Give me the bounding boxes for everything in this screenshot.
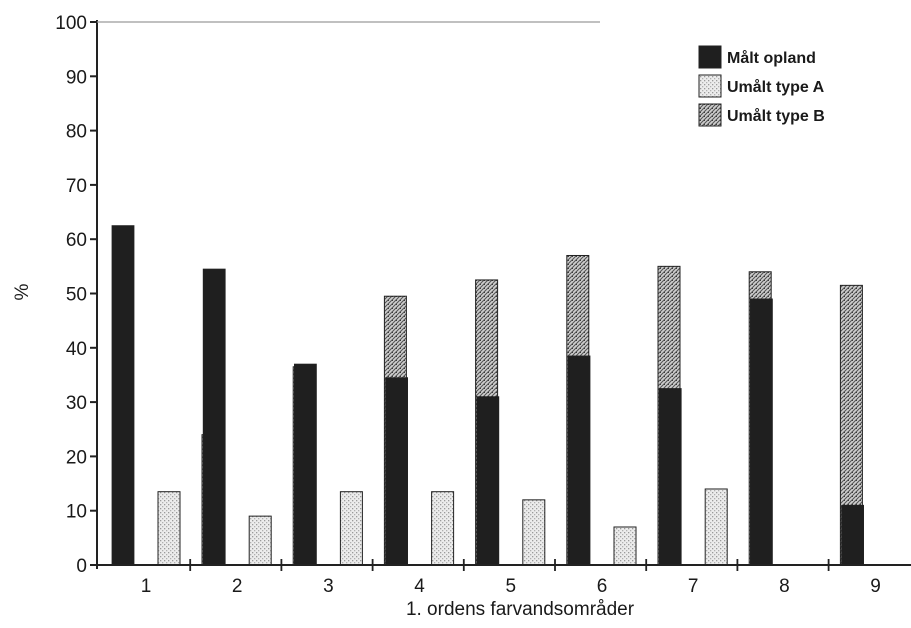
bar-um-lt-type-a-2: [248, 515, 272, 566]
y-tick-label: 60: [66, 230, 87, 251]
legend-swatch: [698, 74, 722, 98]
bar-m-lt-opland-8: [750, 298, 773, 566]
bar-m-lt-opland-2: [202, 268, 226, 566]
legend-label: Umålt type A: [727, 78, 825, 96]
x-tick-label: 8: [779, 576, 790, 597]
x-tick-label: 4: [414, 576, 425, 597]
x-tick-label: 6: [597, 576, 608, 597]
x-tick-label: 7: [688, 576, 699, 597]
y-tick-label: 70: [66, 176, 87, 197]
legend-label: Umålt type B: [727, 107, 825, 125]
x-axis-title: 1. ordens farvandsområder: [406, 599, 635, 620]
bar-um-lt-type-a-6: [613, 526, 637, 566]
bar-um-lt-type-a-4: [431, 491, 455, 566]
bar-m-lt-opland-4: [385, 377, 409, 566]
y-tick-label: 100: [55, 13, 87, 34]
legend-swatch: [698, 103, 722, 127]
legend-label: Målt opland: [727, 49, 816, 67]
y-axis-title: %: [12, 283, 33, 300]
bar-m-lt-opland-7: [658, 388, 682, 566]
x-tick-label: 9: [870, 576, 881, 597]
x-tick-label: 5: [506, 576, 517, 597]
legend-swatch: [698, 45, 722, 69]
bar-um-lt-type-a-3: [339, 491, 363, 566]
y-tick-label: 90: [66, 67, 87, 88]
x-tick-label: 2: [232, 576, 243, 597]
bar-um-lt-type-a-1: [157, 491, 181, 566]
bar-m-lt-opland-5: [476, 396, 500, 566]
y-tick-label: 30: [66, 393, 87, 414]
y-tick-label: 50: [66, 285, 87, 306]
y-tick-label: 20: [66, 447, 87, 468]
bar-m-lt-opland-6: [567, 355, 591, 566]
y-tick-label: 10: [66, 502, 87, 523]
x-tick-label: 1: [141, 576, 152, 597]
y-tick-label: 40: [66, 339, 87, 360]
bar-m-lt-opland-3: [293, 363, 317, 566]
bar-m-lt-opland-1: [111, 225, 135, 566]
bar-m-lt-opland-9: [841, 504, 864, 566]
x-tick-label: 3: [323, 576, 334, 597]
bar-um-lt-type-a-5: [522, 499, 546, 566]
bar-um-lt-type-a-7: [704, 488, 728, 566]
y-tick-label: 80: [66, 122, 87, 143]
y-tick-label: 0: [76, 556, 87, 577]
